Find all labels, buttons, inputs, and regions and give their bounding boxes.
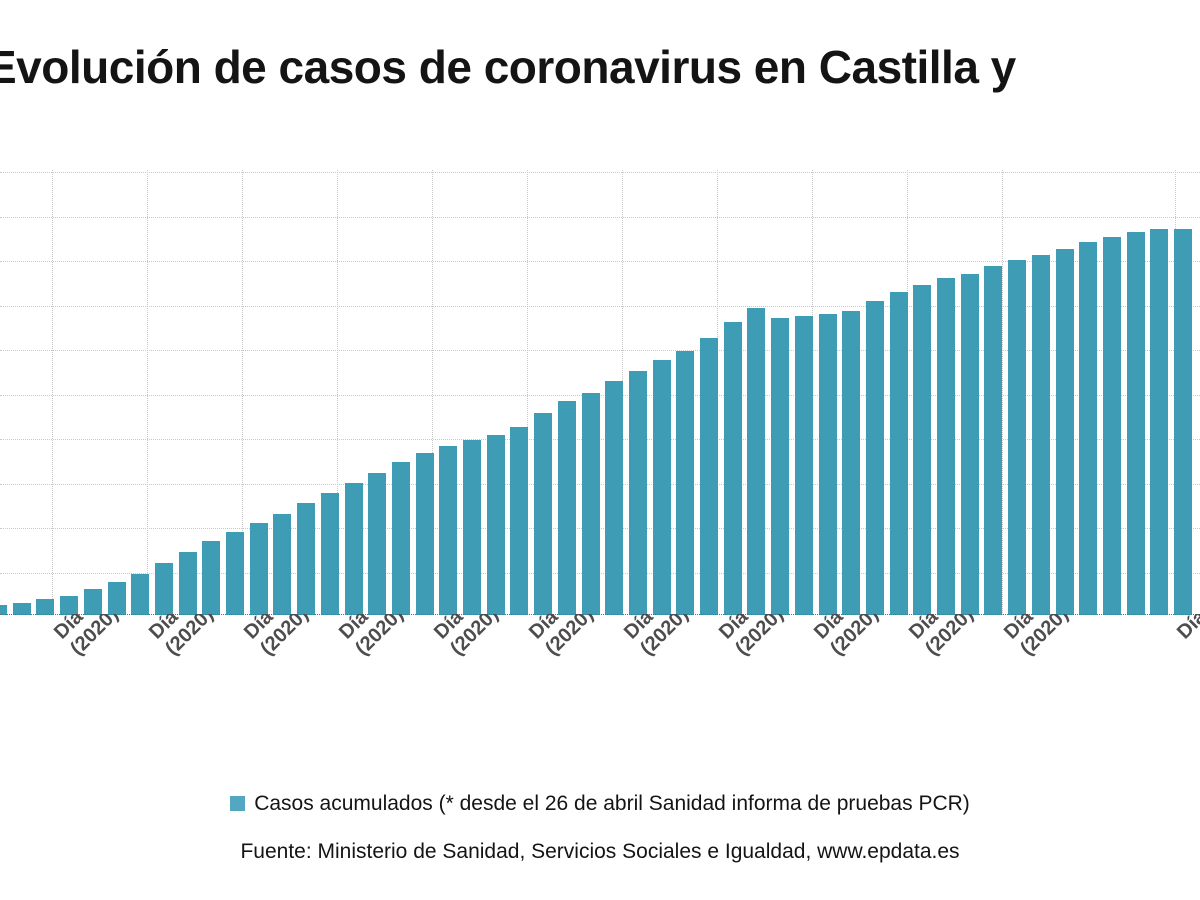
chart-bar — [1079, 241, 1098, 615]
gridline-horizontal — [0, 573, 1200, 574]
chart-bar — [36, 599, 55, 615]
chart-bar — [723, 322, 742, 615]
chart-bar — [818, 313, 837, 615]
chart-bar — [368, 472, 387, 615]
chart-bar — [249, 523, 268, 615]
x-tick-label: Día — [1173, 614, 1200, 644]
gridline-horizontal — [0, 439, 1200, 440]
chart-bar — [1055, 248, 1074, 615]
chart-bar — [700, 337, 718, 615]
source-note: Fuente: Ministerio de Sanidad, Servicios… — [240, 840, 960, 863]
x-tick-label: Día 29 (Abril)(2020) — [1000, 614, 1120, 661]
chart-bar — [486, 434, 505, 615]
chart-bar — [865, 300, 884, 615]
x-axis-line — [0, 614, 1200, 615]
chart-bar — [273, 514, 292, 615]
chart-bar — [226, 531, 244, 615]
x-axis-tick-labels: Día 20 (Marzo)(2020)Día 24 (Marzo)(2020)… — [0, 614, 1200, 774]
legend-color-swatch — [230, 796, 246, 811]
chart-bar — [178, 551, 197, 615]
chart-bar — [154, 563, 173, 615]
chart-bar — [913, 284, 932, 615]
gridline-vertical — [432, 170, 433, 615]
gridline-horizontal — [0, 306, 1200, 307]
chart-bar — [984, 266, 1003, 615]
gridline-horizontal — [0, 217, 1200, 218]
chart-bar — [676, 350, 695, 615]
chart-bar — [771, 318, 790, 615]
chart-bar — [131, 573, 150, 615]
gridline-vertical — [337, 170, 338, 615]
chart-bar — [1008, 260, 1027, 615]
gridline-vertical — [242, 170, 243, 615]
chart-bar — [1102, 236, 1121, 615]
chart-bar — [1150, 229, 1169, 615]
chart-bar — [391, 462, 410, 615]
chart-bar — [937, 278, 955, 615]
chart-bar — [960, 273, 979, 615]
chart-bar — [581, 392, 600, 615]
gridline-horizontal — [0, 484, 1200, 485]
gridline-vertical — [527, 170, 528, 615]
chart-bar — [1174, 228, 1192, 615]
x-tick-label: Día 1 (Abril)(2020) — [335, 614, 447, 661]
x-tick-label: Día 5 (Abril)(2020) — [430, 614, 542, 661]
page-title: Evolución de casos de coronavirus en Cas… — [0, 41, 1016, 93]
gridline-horizontal — [0, 528, 1200, 529]
x-tick-label-day: Día — [1173, 614, 1200, 644]
chart-bar — [534, 412, 553, 615]
chart-bar — [628, 371, 647, 615]
chart-bars — [0, 170, 1200, 615]
chart-bar — [12, 602, 31, 615]
gridline-horizontal — [0, 172, 1200, 173]
chart-bar — [510, 426, 529, 615]
chart-bar — [889, 291, 908, 615]
chart-bar — [83, 589, 102, 615]
chart-legend: Casos acumulados (* desde el 26 de abril… — [0, 792, 1200, 816]
chart-bar — [107, 581, 126, 615]
chart-bar — [842, 310, 861, 615]
chart-bar — [60, 595, 79, 615]
chart-bar — [297, 503, 316, 615]
chart-bar — [344, 483, 363, 615]
chart-bar — [202, 540, 221, 615]
chart-bar — [557, 400, 576, 615]
chart-bar — [0, 605, 7, 615]
chart-bar — [439, 445, 458, 615]
chart-plot-area — [0, 170, 1200, 615]
chart-bar — [463, 439, 481, 615]
chart-bar — [1126, 232, 1145, 615]
chart-bar — [794, 315, 813, 615]
legend-label: Casos acumulados (* desde el 26 de abril… — [254, 792, 970, 815]
chart-bar — [605, 381, 624, 615]
gridline-horizontal — [0, 261, 1200, 262]
chart-bar — [415, 452, 434, 615]
gridline-horizontal — [0, 395, 1200, 396]
chart-bar — [652, 359, 671, 615]
chart-bar — [1031, 255, 1050, 615]
x-tick-label: Día 9 (Abril)(2020) — [525, 614, 637, 661]
chart-bar — [320, 492, 339, 615]
gridline-vertical — [52, 170, 53, 615]
chart-bar — [747, 308, 766, 615]
gridline-vertical — [147, 170, 148, 615]
gridline-horizontal — [0, 350, 1200, 351]
gridline-vertical — [1002, 170, 1003, 615]
